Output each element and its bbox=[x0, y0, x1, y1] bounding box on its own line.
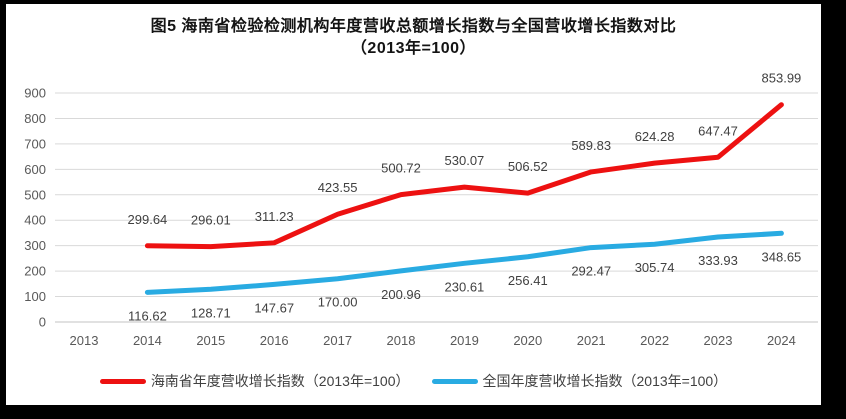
x-axis-tick-label: 2013 bbox=[70, 333, 99, 348]
chart-title: 图5 海南省检验检测机构年度营收总额增长指数与全国营收增长指数对比 （2013年… bbox=[6, 16, 821, 60]
plot-area: 0 100 200 300 400 500 600 700 800 900 2013 2014 2015… bbox=[24, 71, 818, 348]
chart-title-line2: （2013年=100） bbox=[350, 40, 477, 57]
hainan-data-label: 299.64 bbox=[128, 212, 168, 227]
y-axis-tick-label: 900 bbox=[24, 86, 46, 101]
chart-title-line1: 图5 海南省检验检测机构年度营收总额增长指数与全国营收增长指数对比 bbox=[150, 18, 677, 35]
x-axis-tick-label: 2018 bbox=[387, 333, 416, 348]
y-axis-tick-label: 700 bbox=[24, 136, 46, 151]
hainan-data-label: 624.28 bbox=[635, 129, 675, 144]
national-data-label: 128.71 bbox=[191, 305, 231, 320]
national-line-swatch bbox=[431, 378, 478, 384]
hainan-data-label: 296.01 bbox=[191, 213, 231, 228]
hainan-data-label: 423.55 bbox=[318, 180, 358, 195]
x-axis-tick-label: 2023 bbox=[704, 333, 733, 348]
y-axis-tick-label: 500 bbox=[24, 187, 46, 202]
hainan-series-line bbox=[144, 102, 784, 250]
chart-figure: 图5 海南省检验检测机构年度营收总额增长指数与全国营收增长指数对比 （2013年… bbox=[6, 4, 821, 405]
y-axis-tick-label: 400 bbox=[24, 213, 46, 228]
y-axis-tick-label: 600 bbox=[24, 162, 46, 177]
hainan-line-swatch bbox=[99, 378, 146, 384]
national-data-label: 348.65 bbox=[762, 249, 802, 264]
hainan-data-label: 311.23 bbox=[255, 209, 294, 224]
x-axis-tick-label: 2017 bbox=[323, 333, 352, 348]
y-axis-tick-label: 300 bbox=[24, 238, 46, 253]
y-axis-tick-label: 200 bbox=[24, 264, 46, 279]
legend-item-hainan: 海南省年度营收增长指数（2013年=100） bbox=[99, 371, 410, 391]
hainan-data-label: 589.83 bbox=[571, 138, 611, 153]
national-data-label: 170.00 bbox=[318, 295, 358, 310]
y-axis-tick-label: 100 bbox=[24, 289, 46, 304]
y-axis-tick-label: 800 bbox=[24, 111, 46, 126]
x-axis-tick-label: 2020 bbox=[513, 333, 542, 348]
national-data-label: 116.62 bbox=[128, 308, 167, 323]
national-data-label: 200.96 bbox=[381, 287, 421, 302]
national-data-label: 147.67 bbox=[254, 300, 294, 315]
hainan-data-label: 500.72 bbox=[381, 161, 421, 176]
national-data-label: 230.61 bbox=[445, 279, 485, 294]
hainan-data-label: 853.99 bbox=[762, 71, 802, 86]
national-data-label: 256.41 bbox=[508, 273, 548, 288]
legend-label-national: 全国年度营收增长指数（2013年=100） bbox=[482, 373, 728, 389]
x-axis-tick-label: 2016 bbox=[260, 333, 289, 348]
x-axis-tick-label: 2022 bbox=[640, 333, 669, 348]
hainan-data-label: 530.07 bbox=[445, 153, 485, 168]
national-data-label: 333.93 bbox=[698, 253, 738, 268]
hainan-data-label: 647.47 bbox=[698, 123, 738, 138]
national-series-line bbox=[144, 230, 784, 295]
x-axis-tick-label: 2021 bbox=[577, 333, 606, 348]
national-data-label: 292.47 bbox=[571, 264, 611, 279]
legend-label-hainan: 海南省年度营收增长指数（2013年=100） bbox=[150, 373, 410, 389]
x-axis-tick-label: 2015 bbox=[196, 333, 225, 348]
x-axis-tick-label: 2019 bbox=[450, 333, 479, 348]
y-axis-tick-label: 0 bbox=[39, 315, 46, 330]
national-data-label: 305.74 bbox=[635, 260, 675, 275]
hainan-data-label: 506.52 bbox=[508, 159, 548, 174]
legend: 海南省年度营收增长指数（2013年=100） 全国年度营收增长指数（2013年=… bbox=[6, 370, 821, 392]
x-axis-tick-label: 2014 bbox=[133, 333, 162, 348]
x-axis-tick-label: 2024 bbox=[767, 333, 796, 348]
legend-item-national: 全国年度营收增长指数（2013年=100） bbox=[431, 371, 728, 391]
